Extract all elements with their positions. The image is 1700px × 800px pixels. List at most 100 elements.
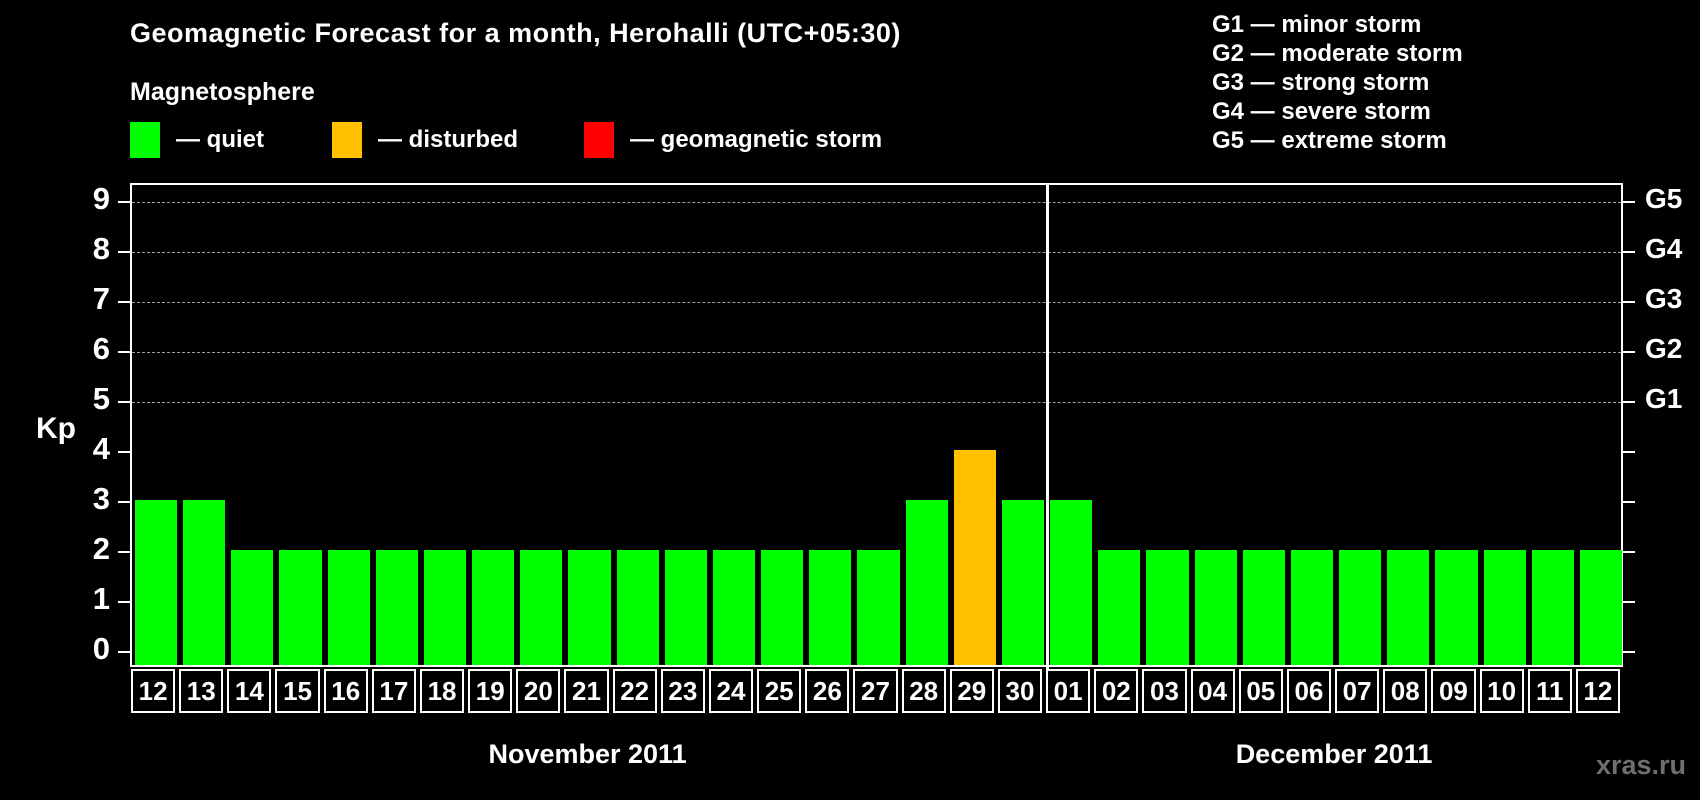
- y-tick-label-6: 6: [92, 331, 110, 366]
- left-tick-kp4: [118, 451, 130, 453]
- day-label-november-16: 16: [323, 669, 368, 713]
- kp-bar-november-14: [231, 550, 274, 665]
- left-tick-kp7: [118, 301, 130, 303]
- kp-bar-december-12: [1579, 550, 1622, 665]
- day-label-december-05: 05: [1238, 669, 1283, 713]
- day-label-november-27: 27: [853, 669, 898, 713]
- month-label-november: November 2011: [488, 738, 687, 769]
- day-label-november-26: 26: [805, 669, 850, 713]
- y-axis-title: Kp: [36, 412, 76, 445]
- legend-item-storm: — geomagnetic storm: [584, 122, 882, 158]
- right-axis-label-g4: G4: [1645, 233, 1683, 264]
- right-tick-kp3: [1623, 501, 1635, 503]
- right-tick-kp5: [1623, 401, 1635, 403]
- left-tick-kp5: [118, 401, 130, 403]
- kp-bar-november-25: [761, 550, 804, 665]
- day-label-november-15: 15: [275, 669, 320, 713]
- right-axis-label-g3: G3: [1645, 283, 1683, 314]
- kp-bar-november-24: [712, 550, 756, 665]
- kp-bar-december-10: [1483, 550, 1526, 665]
- kp-bar-december-01: [1050, 500, 1093, 665]
- kp-bar-december-06: [1290, 550, 1334, 665]
- left-tick-kp1: [118, 601, 130, 603]
- y-tick-label-2: 2: [92, 531, 110, 566]
- day-label-november-17: 17: [371, 669, 416, 713]
- kp-bar-december-02: [1098, 550, 1141, 665]
- day-label-november-14: 14: [227, 669, 272, 713]
- storm-legend-g2: G2 — moderate storm: [1212, 40, 1463, 67]
- day-label-december-02: 02: [1094, 669, 1139, 713]
- right-tick-kp4: [1623, 451, 1635, 453]
- y-tick-label-9: 9: [92, 181, 110, 216]
- day-label-november-13: 13: [179, 669, 224, 713]
- watermark: xras.ru: [1595, 750, 1686, 780]
- right-tick-kp9: [1623, 201, 1635, 203]
- day-label-december-10: 10: [1479, 669, 1524, 713]
- day-label-november-20: 20: [516, 669, 561, 713]
- gridline-kp9: [132, 202, 1621, 203]
- day-label-december-11: 11: [1527, 669, 1572, 713]
- legend-item-disturbed: — disturbed: [332, 122, 518, 158]
- right-tick-kp1: [1623, 601, 1635, 603]
- kp-bar-november-30: [1001, 500, 1045, 665]
- day-label-december-01: 01: [1046, 669, 1091, 713]
- left-tick-kp9: [118, 201, 130, 203]
- storm-legend-g3: G3 — strong storm: [1212, 69, 1430, 96]
- kp-bar-november-23: [664, 550, 707, 665]
- day-label-november-18: 18: [419, 669, 465, 713]
- y-tick-label-0: 0: [92, 631, 110, 666]
- plot-area: [130, 183, 1623, 669]
- y-tick-label-1: 1: [92, 581, 110, 616]
- gridline-kp8: [132, 252, 1621, 253]
- day-label-november-25: 25: [757, 669, 802, 713]
- storm-legend-g1: G1 — minor storm: [1212, 11, 1422, 38]
- right-axis-label-g5: G5: [1645, 183, 1683, 214]
- right-tick-kp8: [1623, 251, 1635, 253]
- kp-bar-november-21: [568, 550, 611, 665]
- kp-bar-december-11: [1531, 550, 1574, 665]
- kp-bar-november-15: [279, 550, 322, 665]
- day-label-november-28: 28: [901, 669, 946, 713]
- day-label-december-06: 06: [1286, 669, 1332, 713]
- magnetosphere-label: Magnetosphere: [130, 78, 315, 106]
- left-tick-kp2: [118, 551, 130, 553]
- right-tick-kp7: [1623, 301, 1635, 303]
- disturbed-swatch-icon: [332, 122, 362, 158]
- day-label-november-30: 30: [997, 669, 1043, 713]
- y-tick-label-3: 3: [92, 481, 110, 516]
- kp-bar-november-28: [905, 500, 948, 665]
- day-label-november-12: 12: [131, 669, 176, 713]
- gridline-kp5: [132, 402, 1621, 403]
- kp-bar-november-16: [327, 550, 370, 665]
- kp-bar-december-03: [1146, 550, 1189, 665]
- storm-swatch-icon: [584, 122, 614, 158]
- kp-bar-november-22: [616, 550, 659, 665]
- day-label-december-03: 03: [1142, 669, 1187, 713]
- y-tick-label-7: 7: [92, 281, 110, 316]
- left-tick-kp0: [118, 651, 130, 653]
- right-axis-label-g1: G1: [1645, 383, 1683, 414]
- legend-label-disturbed: — disturbed: [378, 126, 519, 153]
- gridline-kp7: [132, 302, 1621, 303]
- legend-label-storm: — geomagnetic storm: [630, 126, 883, 153]
- kp-bar-december-07: [1339, 550, 1382, 665]
- left-tick-kp3: [118, 501, 130, 503]
- kp-bar-november-18: [423, 550, 467, 665]
- kp-bar-november-20: [520, 550, 563, 665]
- day-label-december-08: 08: [1383, 669, 1428, 713]
- right-tick-kp0: [1623, 651, 1635, 653]
- month-label-december: December 2011: [1235, 738, 1433, 769]
- right-tick-kp2: [1623, 551, 1635, 553]
- day-label-november-29: 29: [949, 669, 994, 713]
- kp-bar-november-26: [809, 550, 852, 665]
- kp-bar-november-29: [953, 450, 996, 665]
- y-tick-label-5: 5: [92, 381, 110, 416]
- chart-title: Geomagnetic Forecast for a month, Heroha…: [130, 18, 901, 48]
- day-label-november-22: 22: [612, 669, 657, 713]
- kp-bar-november-13: [183, 500, 226, 665]
- kp-bar-november-12: [135, 500, 178, 665]
- left-tick-kp6: [118, 351, 130, 353]
- y-tick-label-4: 4: [92, 431, 110, 466]
- kp-bar-november-17: [375, 550, 418, 665]
- kp-bar-december-04: [1194, 550, 1237, 665]
